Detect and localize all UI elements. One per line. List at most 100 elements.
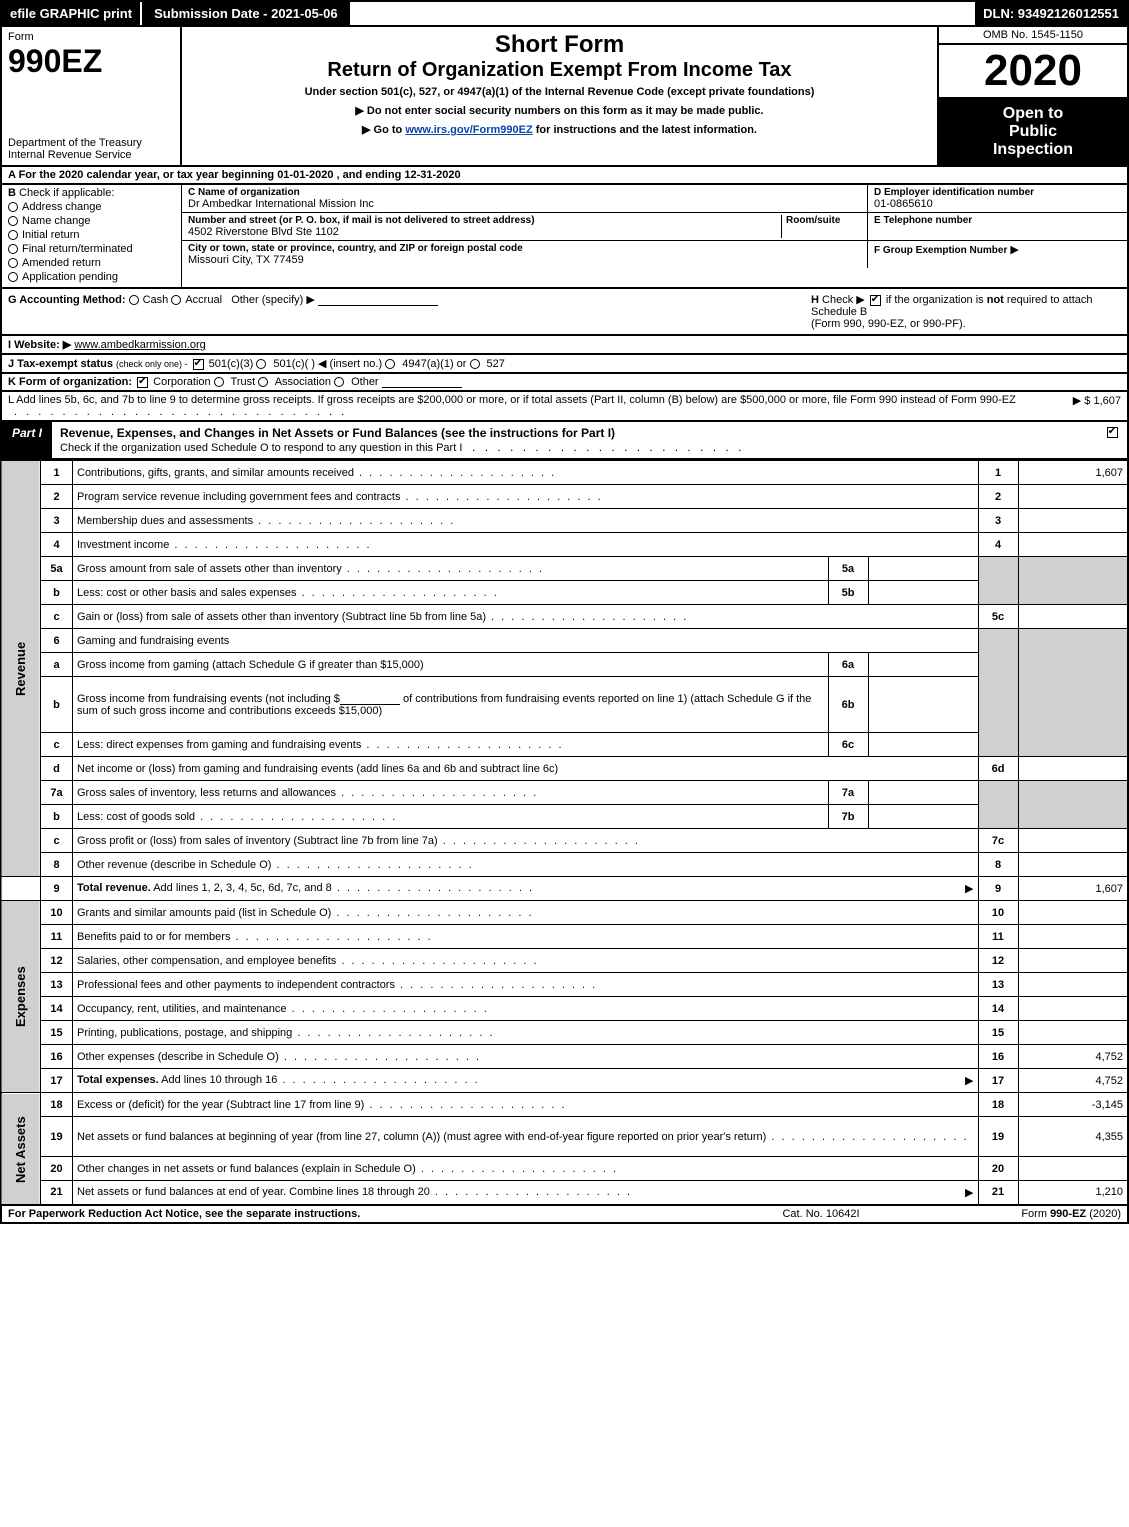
chk-initial-return[interactable] (8, 230, 18, 240)
sidelabel-blank (1, 877, 41, 901)
section-k: K Form of organization: Corporation Trus… (0, 374, 1129, 392)
chk-corporation[interactable] (137, 377, 148, 388)
section-c-addr: Number and street (or P. O. box, if mail… (182, 213, 867, 240)
line-6c-sv (868, 733, 978, 757)
chk-527[interactable] (470, 359, 480, 369)
line-1-desc: Contributions, gifts, grants, and simila… (77, 467, 354, 479)
line-7b-desc: Less: cost of goods sold (77, 811, 195, 823)
line-6c: c Less: direct expenses from gaming and … (1, 733, 1128, 757)
line-21-rn: 21 (978, 1181, 1018, 1205)
f-label: F Group Exemption Number (874, 245, 1007, 256)
k-other-input[interactable] (382, 376, 462, 388)
tax-year: 2020 (939, 45, 1127, 99)
dept-line1: Department of the Treasury (8, 137, 174, 149)
title-short-form: Short Form (190, 31, 929, 59)
section-g: G Accounting Method: Cash Accrual Other … (8, 293, 801, 330)
j-label: J Tax-exempt status (8, 358, 113, 370)
line-6a-sn: 6a (828, 653, 868, 677)
line-5c-rn: 5c (978, 605, 1018, 629)
line-19: 19 Net assets or fund balances at beginn… (1, 1117, 1128, 1157)
line-20-desc: Other changes in net assets or fund bala… (77, 1163, 416, 1175)
opt-final-return: Final return/terminated (22, 243, 133, 255)
line-10-rn: 10 (978, 901, 1018, 925)
line-6b-sn: 6b (828, 677, 868, 733)
chk-501c[interactable] (256, 359, 266, 369)
line-6c-sn: 6c (828, 733, 868, 757)
line-7a-sn: 7a (828, 781, 868, 805)
section-c-name: C Name of organization Dr Ambedkar Inter… (182, 185, 867, 212)
part-1-check (1097, 422, 1127, 458)
b-label: B (8, 187, 16, 199)
line-14-num: 14 (41, 997, 73, 1021)
line-9-rn: 9 (978, 877, 1018, 901)
chk-schedule-b-not-required[interactable] (870, 295, 881, 306)
line-15-num: 15 (41, 1021, 73, 1045)
footer-right-pre: Form (1021, 1208, 1050, 1220)
line-3-val (1018, 509, 1128, 533)
line-2-num: 2 (41, 485, 73, 509)
line-6b-input[interactable] (340, 693, 400, 705)
line-11-num: 11 (41, 925, 73, 949)
line-16: 16 Other expenses (describe in Schedule … (1, 1045, 1128, 1069)
g-label: G Accounting Method: (8, 294, 126, 306)
chk-schedule-o-part1[interactable] (1107, 427, 1118, 438)
chk-address-change[interactable] (8, 202, 18, 212)
line-12-desc: Salaries, other compensation, and employ… (77, 955, 336, 967)
line-1: Revenue 1 Contributions, gifts, grants, … (1, 461, 1128, 485)
chk-amended-return[interactable] (8, 258, 18, 268)
chk-cash[interactable] (129, 295, 139, 305)
l-text: L Add lines 5b, 6c, and 7b to line 9 to … (8, 394, 1016, 406)
efile-graphic-print[interactable]: efile GRAPHIC print (2, 2, 142, 25)
line-10-val (1018, 901, 1128, 925)
header-right: OMB No. 1545-1150 2020 Open to Public In… (937, 27, 1127, 165)
col-cdef: C Name of organization Dr Ambedkar Inter… (182, 185, 1127, 287)
form-header: Form 990EZ Department of the Treasury In… (0, 27, 1129, 167)
chk-association[interactable] (258, 377, 268, 387)
line-7a: 7a Gross sales of inventory, less return… (1, 781, 1128, 805)
line-20-val (1018, 1157, 1128, 1181)
irs-link[interactable]: www.irs.gov/Form990EZ (405, 124, 532, 136)
line-4: 4 Investment income 4 (1, 533, 1128, 557)
block-gh: G Accounting Method: Cash Accrual Other … (0, 289, 1129, 336)
line-6: 6 Gaming and fundraising events (1, 629, 1128, 653)
line-6d-rn: 6d (978, 757, 1018, 781)
website[interactable]: www.ambedkarmission.org (74, 339, 205, 351)
line-7a-num: 7a (41, 781, 73, 805)
line-11: 11 Benefits paid to or for members 11 (1, 925, 1128, 949)
line-15-rn: 15 (978, 1021, 1018, 1045)
line-7c: c Gross profit or (loss) from sales of i… (1, 829, 1128, 853)
line-16-rn: 16 (978, 1045, 1018, 1069)
c-addr-label: Number and street (or P. O. box, if mail… (188, 215, 781, 226)
chk-501c3[interactable] (193, 359, 204, 370)
chk-application-pending[interactable] (8, 272, 18, 282)
h-label: H (811, 294, 819, 306)
k-label: K Form of organization: (8, 376, 132, 388)
opt-address-change: Address change (22, 201, 102, 213)
page-footer: For Paperwork Reduction Act Notice, see … (0, 1206, 1129, 1224)
section-f: F Group Exemption Number ▶ (867, 241, 1127, 268)
chk-4947[interactable] (385, 359, 395, 369)
chk-accrual[interactable] (171, 295, 181, 305)
line-18-val: -3,145 (1018, 1093, 1128, 1117)
opt-app-pending: Application pending (22, 271, 118, 283)
line-5a: 5a Gross amount from sale of assets othe… (1, 557, 1128, 581)
dln: DLN: 93492126012551 (975, 2, 1127, 25)
line-16-desc: Other expenses (describe in Schedule O) (77, 1051, 279, 1063)
g-other-input[interactable] (318, 294, 438, 306)
line-18-num: 18 (41, 1093, 73, 1117)
line-6d: d Net income or (loss) from gaming and f… (1, 757, 1128, 781)
chk-trust[interactable] (214, 377, 224, 387)
line-9-num: 9 (41, 877, 73, 901)
c-city-label: City or town, state or province, country… (188, 243, 861, 254)
org-name: Dr Ambedkar International Mission Inc (188, 198, 861, 210)
line-11-rn: 11 (978, 925, 1018, 949)
chk-name-change[interactable] (8, 216, 18, 226)
part-1-title: Revenue, Expenses, and Changes in Net As… (52, 422, 1097, 458)
chk-other-org[interactable] (334, 377, 344, 387)
chk-final-return[interactable] (8, 244, 18, 254)
footer-left: For Paperwork Reduction Act Notice, see … (8, 1208, 721, 1220)
line-20-rn: 20 (978, 1157, 1018, 1181)
department: Department of the Treasury Internal Reve… (8, 137, 174, 161)
line-3-rn: 3 (978, 509, 1018, 533)
line-6d-val (1018, 757, 1128, 781)
